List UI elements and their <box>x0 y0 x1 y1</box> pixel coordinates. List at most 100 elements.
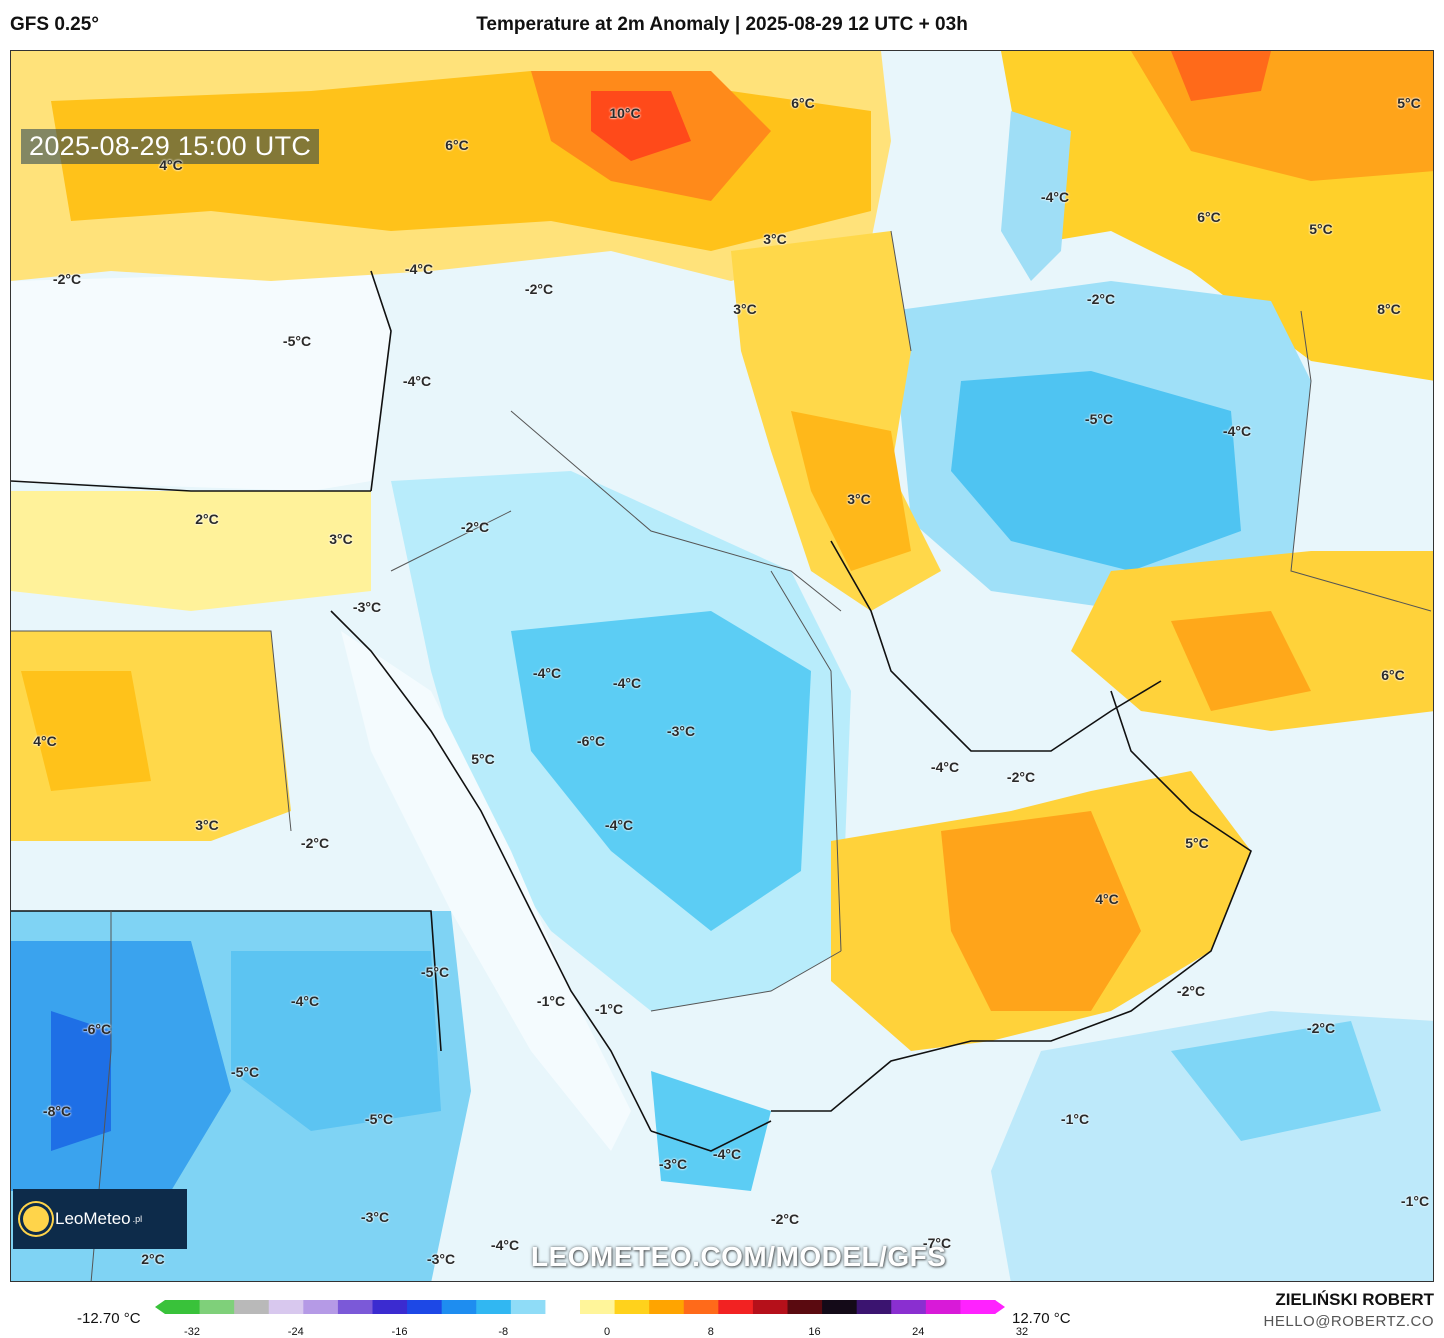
author-email: HELLO@ROBERTZ.CO <box>1263 1313 1434 1330</box>
temperature-label: -5°C <box>364 1111 394 1127</box>
temperature-label: 4°C <box>159 157 183 173</box>
temperature-label: -4°C <box>290 993 320 1009</box>
colorbar-segment <box>165 1300 201 1314</box>
colorbar-segment <box>407 1300 443 1314</box>
temperature-label: -5°C <box>282 333 312 349</box>
colorbar-tick-label: 24 <box>912 1326 925 1338</box>
colorbar-min-arrow <box>155 1300 165 1314</box>
colorbar-tick-label: 0 <box>603 1326 611 1338</box>
temperature-label: 3°C <box>733 301 757 317</box>
colorbar-tick-label: -24 <box>287 1326 304 1338</box>
temperature-label: -2°C <box>1176 983 1206 999</box>
temperature-label: 2°C <box>141 1251 165 1267</box>
colorbar-tick-label: -8 <box>498 1326 509 1338</box>
temperature-label: -7°C <box>922 1235 952 1251</box>
colorbar-segment <box>614 1300 650 1314</box>
temperature-label: 6°C <box>1197 209 1221 225</box>
colorbar-segment <box>234 1300 270 1314</box>
temperature-label: -2°C <box>1306 1020 1336 1036</box>
colorbar-segment <box>303 1300 339 1314</box>
temperature-label: -2°C <box>460 519 490 535</box>
colorbar-tick-label: 8 <box>707 1326 714 1338</box>
temperature-label: -4°C <box>402 373 432 389</box>
colorbar-segment <box>718 1300 754 1314</box>
colorbar-segment <box>960 1300 996 1314</box>
chart-title: Temperature at 2m Anomaly | 2025-08-29 1… <box>476 14 968 35</box>
colorbar-segment <box>268 1300 304 1314</box>
temperature-label: -6°C <box>82 1021 112 1037</box>
author-name: ZIELIŃSKI ROBERT <box>1275 1290 1434 1309</box>
temperature-label: -4°C <box>930 759 960 775</box>
logo-suffix: .pl <box>132 1214 143 1224</box>
temperature-label: -3°C <box>426 1251 456 1267</box>
logo-brand: LeoMeteo <box>55 1209 131 1228</box>
temperature-label: -2°C <box>524 281 554 297</box>
temperature-label: -4°C <box>532 665 562 681</box>
temperature-label: -2°C <box>300 835 330 851</box>
temperature-label: -1°C <box>1400 1193 1430 1209</box>
color-scale: -12.70 °C 12.70 °C <box>0 1290 1444 1338</box>
temperature-label: 4°C <box>33 733 57 749</box>
scale-min-label: -12.70 °C <box>77 1310 141 1327</box>
colorbar-segment <box>683 1300 719 1314</box>
valid-time: 2025-08-29 15:00 UTC <box>21 129 320 164</box>
anomaly-map: 2025-08-29 15:00 UTC 10°C 6°C 4°C 6°C 5°C -4°… <box>10 50 1434 1282</box>
temperature-label: -5°C <box>1084 411 1114 427</box>
temperature-label: 6°C <box>791 95 815 111</box>
temperature-label: -6°C <box>576 733 606 749</box>
colorbar-segment <box>510 1300 546 1314</box>
temperature-label: 3°C <box>195 817 219 833</box>
temperature-label: -5°C <box>420 964 450 980</box>
temperature-label: 5°C <box>1309 221 1333 237</box>
colorbar-segment <box>925 1300 961 1314</box>
temperature-label: 6°C <box>445 137 469 153</box>
temperature-label: 5°C <box>1185 835 1209 851</box>
colorbar-segment <box>580 1300 616 1314</box>
map-fill <box>11 51 1433 1281</box>
colorbar-segment <box>822 1300 858 1314</box>
temperature-label: -4°C <box>712 1146 742 1162</box>
colorbar-segment <box>441 1300 477 1314</box>
temperature-label: -8°C <box>42 1103 72 1119</box>
temperature-label: -1°C <box>536 993 566 1009</box>
colorbar-tick-label: 32 <box>1015 1326 1029 1338</box>
colorbar-tick-label: -32 <box>184 1326 200 1338</box>
colorbar-segment <box>649 1300 685 1314</box>
colorbar-segment <box>476 1300 512 1314</box>
temperature-label: -3°C <box>352 599 382 615</box>
temperature-label: -2°C <box>1086 291 1116 307</box>
temperature-label: -1°C <box>1060 1111 1090 1127</box>
temperature-label: 5°C <box>471 751 495 767</box>
leometeo-logo: LeoMeteo .pl <box>13 1189 187 1249</box>
colorbar-ticks: -32 -24 -16 -8 0 8 16 24 32 <box>155 1326 1028 1338</box>
colorbar-segment <box>372 1300 408 1314</box>
temperature-label: -4°C <box>612 675 642 691</box>
scale-max-label: 12.70 °C <box>1012 1310 1071 1327</box>
colorbar-tick-label: 16 <box>808 1326 821 1338</box>
temperature-label: -2°C <box>770 1211 800 1227</box>
temperature-label: 3°C <box>329 531 353 547</box>
colorbar-segment <box>891 1300 927 1314</box>
colorbar-tick-label: -16 <box>391 1326 408 1338</box>
temperature-label: 4°C <box>1095 891 1119 907</box>
temperature-label: 2°C <box>195 511 219 527</box>
temperature-label: -2°C <box>52 271 82 287</box>
sun-icon <box>23 1206 49 1232</box>
temperature-label: -4°C <box>604 817 634 833</box>
colorbar-segment <box>545 1300 581 1314</box>
temperature-label: -3°C <box>658 1156 688 1172</box>
temperature-label: -4°C <box>404 261 434 277</box>
temperature-label: -1°C <box>594 1001 624 1017</box>
colorbar-segment <box>199 1300 235 1314</box>
temperature-label: -4°C <box>1222 423 1252 439</box>
colorbar <box>155 1300 1005 1314</box>
temperature-label: 3°C <box>847 491 871 507</box>
temperature-label: 3°C <box>763 231 787 247</box>
temperature-label: 8°C <box>1377 301 1401 317</box>
colorbar-segment <box>856 1300 892 1314</box>
temperature-label: -3°C <box>666 723 696 739</box>
colorbar-segment <box>337 1300 373 1314</box>
colorbar-segment <box>752 1300 788 1314</box>
colorbar-segment <box>787 1300 823 1314</box>
temperature-label: -5°C <box>230 1064 260 1080</box>
